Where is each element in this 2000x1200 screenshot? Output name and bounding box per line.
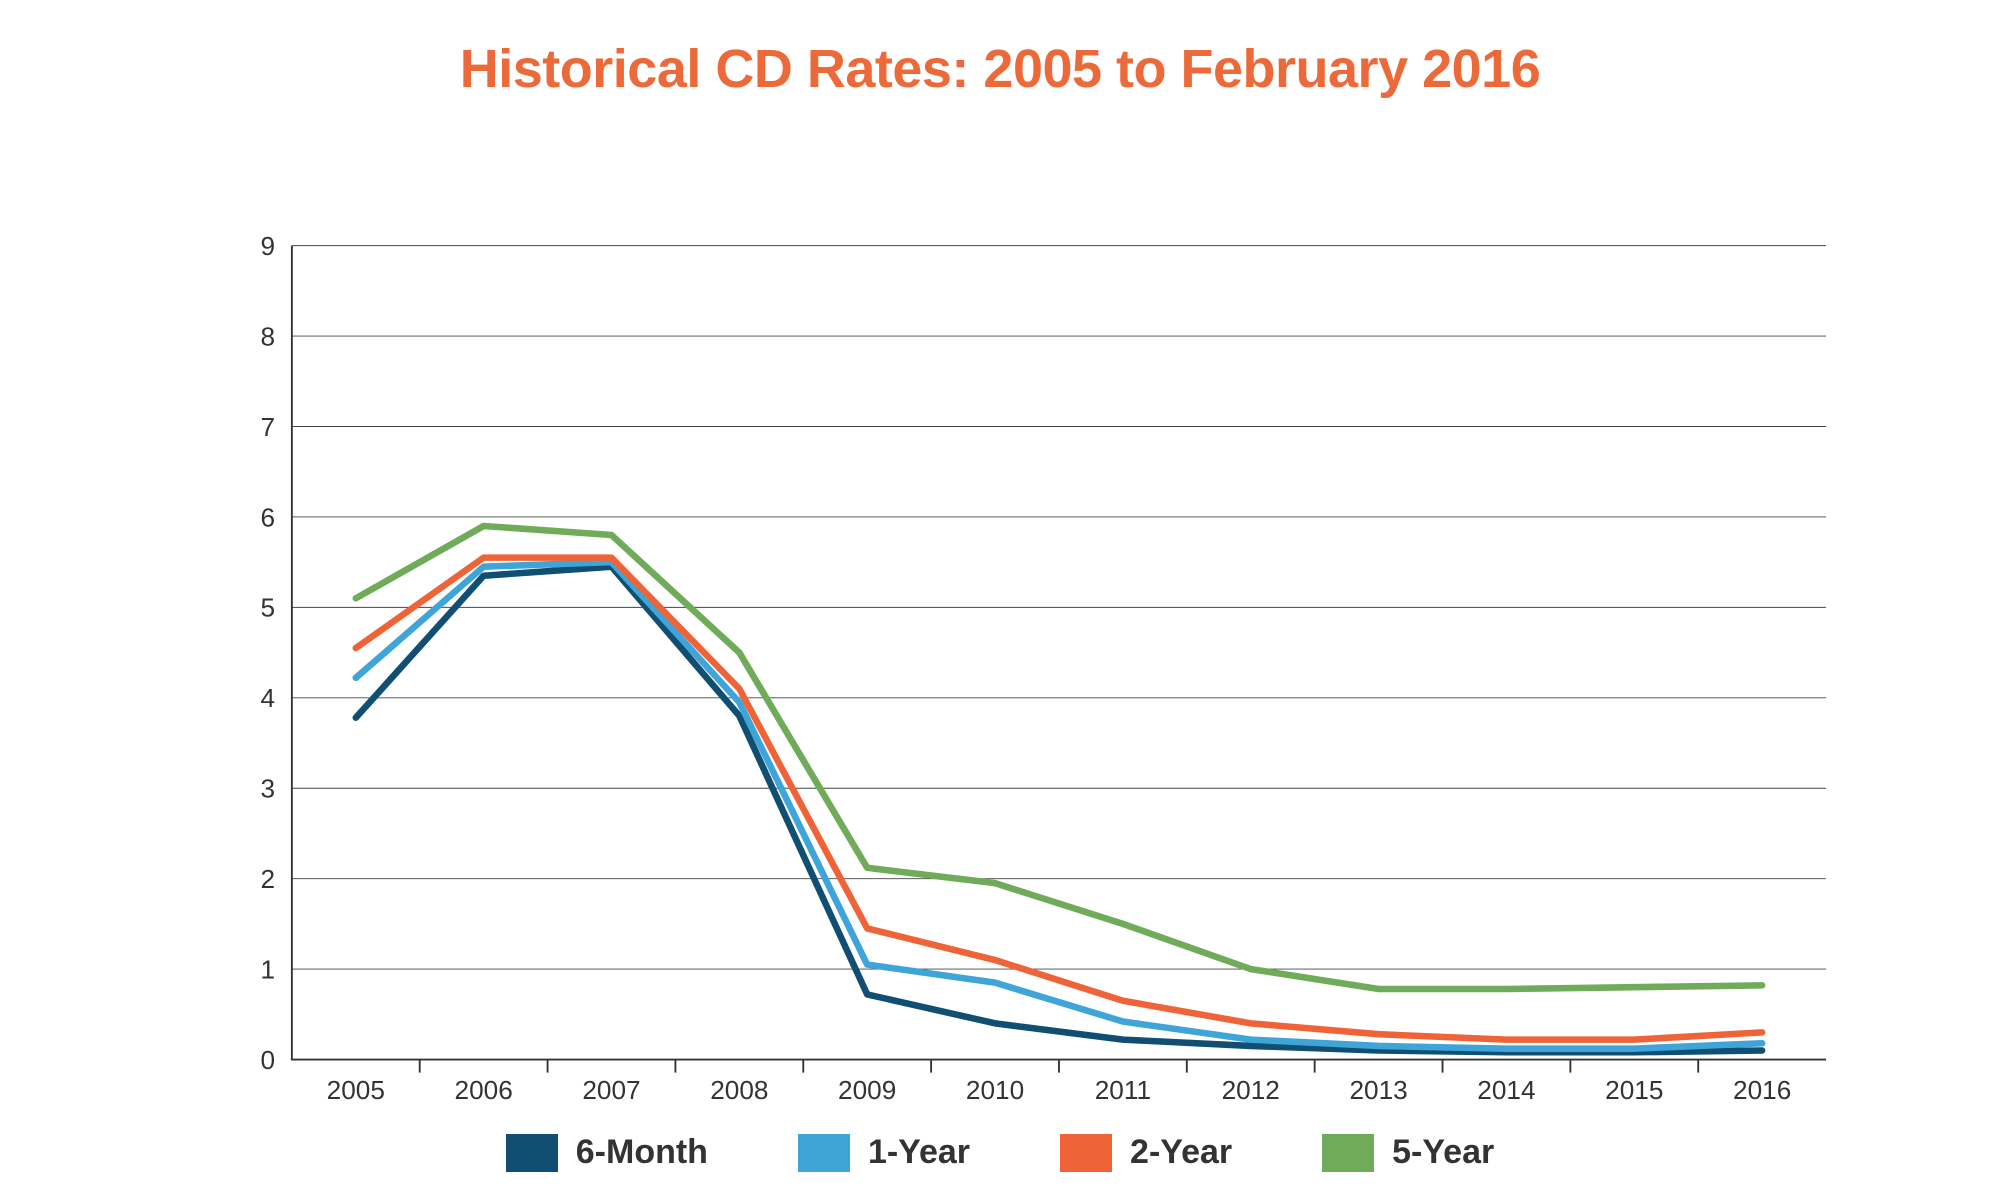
series-line — [355, 562, 1761, 1049]
legend-swatch — [506, 1134, 558, 1172]
legend-item: 1-Year — [798, 1133, 970, 1172]
legend-label: 2-Year — [1130, 1133, 1232, 1172]
x-tick-label: 2011 — [1094, 1075, 1150, 1105]
chart-title: Historical CD Rates: 2005 to February 20… — [0, 0, 2000, 110]
x-tick-label: 2014 — [1477, 1075, 1535, 1105]
x-tick-label: 2005 — [326, 1075, 384, 1105]
legend-item: 5-Year — [1322, 1133, 1494, 1172]
y-tick-label: 7 — [260, 412, 275, 442]
x-tick-label: 2008 — [710, 1075, 768, 1105]
y-tick-label: 2 — [260, 864, 275, 894]
chart-container: Historical CD Rates: 2005 to February 20… — [0, 0, 2000, 1200]
legend-item: 2-Year — [1060, 1133, 1232, 1172]
y-tick-label: 1 — [260, 954, 275, 984]
y-tick-label: 6 — [260, 502, 275, 532]
chart-plot: 0 1 2 3 4 5 6 7 8 9 2005 2006 2007 2008 2009 2010 2011 20… — [48, 110, 1953, 1125]
x-tick-label: 2012 — [1221, 1075, 1279, 1105]
y-tick-label: 9 — [260, 231, 275, 261]
x-tick-label: 2007 — [582, 1075, 640, 1105]
x-tick-label: 2013 — [1349, 1075, 1407, 1105]
legend-label: 5-Year — [1392, 1133, 1494, 1172]
legend-swatch — [1060, 1134, 1112, 1172]
y-tick-label: 3 — [260, 774, 275, 804]
y-tick-label: 8 — [260, 321, 275, 351]
legend-label: 6-Month — [576, 1133, 708, 1172]
legend-swatch — [798, 1134, 850, 1172]
series-line — [355, 558, 1761, 1040]
x-tick-label: 2009 — [838, 1075, 896, 1105]
x-tick-label: 2016 — [1733, 1075, 1791, 1105]
y-tick-label: 4 — [260, 683, 275, 713]
series-line — [355, 526, 1761, 989]
legend-label: 1-Year — [868, 1133, 970, 1172]
x-tick-label: 2015 — [1605, 1075, 1663, 1105]
y-tick-label: 0 — [260, 1045, 275, 1075]
x-tick-label: 2010 — [965, 1075, 1023, 1105]
chart-svg: 0 1 2 3 4 5 6 7 8 9 2005 2006 2007 2008 2009 2010 2011 20… — [48, 110, 1953, 1125]
y-tick-label: 5 — [260, 593, 275, 623]
x-tick-label: 2006 — [454, 1075, 512, 1105]
chart-legend: 6-Month 1-Year 2-Year 5-Year — [0, 1133, 2000, 1172]
legend-item: 6-Month — [506, 1133, 708, 1172]
legend-swatch — [1322, 1134, 1374, 1172]
